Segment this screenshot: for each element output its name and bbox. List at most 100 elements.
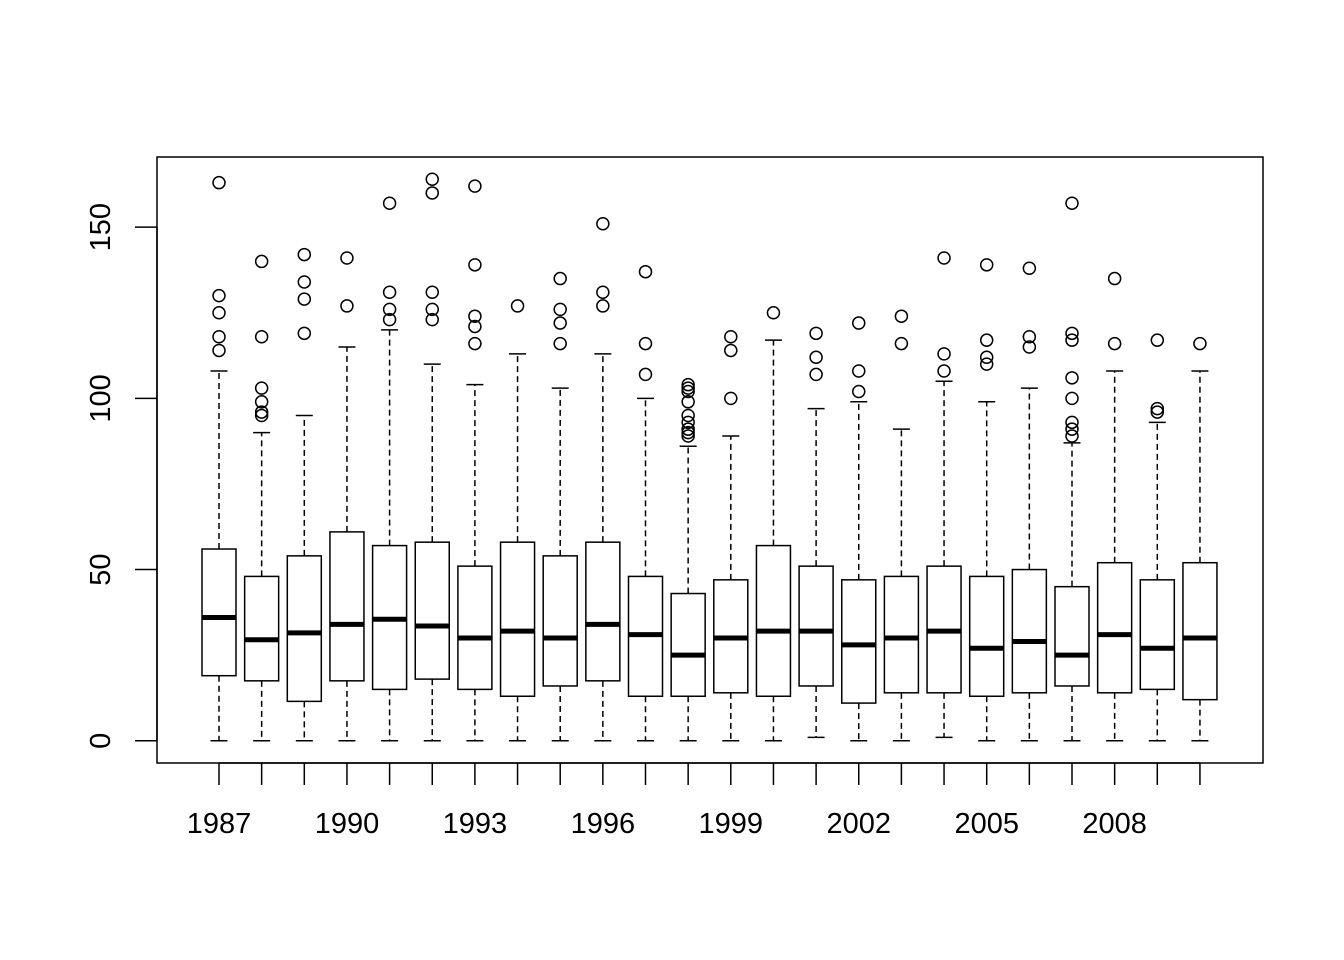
outlier-point xyxy=(1022,261,1037,276)
outlier-point xyxy=(681,395,695,409)
box-2008 xyxy=(1096,271,1133,742)
outlier-point xyxy=(1022,329,1037,344)
box-1997 xyxy=(627,264,664,742)
box-2006 xyxy=(1011,261,1048,742)
outlier-point xyxy=(852,384,866,399)
outlier-point xyxy=(1065,415,1079,430)
outlier-point xyxy=(212,306,226,320)
iqr-box xyxy=(1182,561,1218,701)
iqr-box xyxy=(883,575,920,694)
outlier-point xyxy=(297,326,312,341)
outlier-point xyxy=(979,333,994,347)
outlier-point xyxy=(681,422,695,436)
box-2007 xyxy=(1054,196,1090,742)
outlier-point xyxy=(468,309,482,323)
outlier-point xyxy=(979,350,994,365)
outlier-point xyxy=(212,288,226,303)
outlier-point xyxy=(254,405,269,419)
iqr-box xyxy=(201,548,237,677)
y-tick-label: 50 xyxy=(85,553,117,585)
iqr-box xyxy=(670,592,706,697)
box-1992 xyxy=(414,172,450,742)
outlier-point xyxy=(553,316,567,330)
outlier-point xyxy=(382,312,397,327)
outlier-point xyxy=(596,299,610,313)
outlier-point xyxy=(468,179,482,193)
box-series xyxy=(201,172,1218,742)
outlier-point xyxy=(1150,401,1165,416)
box-2004 xyxy=(926,251,962,739)
outlier-point xyxy=(340,299,354,313)
outlier-point xyxy=(681,381,695,395)
outlier-point xyxy=(1065,371,1079,385)
iqr-box xyxy=(1054,585,1090,687)
outlier-point xyxy=(1065,422,1079,436)
outlier-point xyxy=(1065,391,1079,406)
iqr-box xyxy=(755,544,792,697)
outlier-point xyxy=(724,391,738,406)
x-tick-label: 1993 xyxy=(443,808,508,840)
box-1996 xyxy=(585,217,621,742)
outlier-point xyxy=(979,258,994,272)
outlier-point xyxy=(596,217,610,231)
outlier-point xyxy=(468,258,482,272)
outlier-point xyxy=(852,364,866,378)
outlier-point xyxy=(382,302,397,317)
outlier-point xyxy=(510,299,525,313)
outlier-point xyxy=(1193,336,1207,351)
outlier-point xyxy=(425,302,439,317)
outlier-point xyxy=(1150,405,1165,419)
iqr-box xyxy=(1011,568,1048,694)
box-1988 xyxy=(243,254,280,742)
box-2003 xyxy=(883,309,920,742)
outlier-point xyxy=(638,336,653,351)
outlier-point xyxy=(297,292,312,306)
iqr-box xyxy=(798,565,834,687)
box-1993 xyxy=(457,179,493,742)
outlier-point xyxy=(425,312,439,327)
outlier-point xyxy=(681,377,695,392)
outlier-point xyxy=(425,285,439,299)
iqr-box xyxy=(1139,579,1176,691)
x-tick-label: 1996 xyxy=(571,808,636,840)
outlier-point xyxy=(297,247,312,262)
outlier-point xyxy=(468,319,482,334)
iqr-box xyxy=(1096,561,1133,694)
box-2001 xyxy=(798,326,834,739)
iqr-box xyxy=(329,531,365,682)
outlier-point xyxy=(681,425,695,440)
iqr-box xyxy=(286,555,323,703)
outlier-point xyxy=(1022,340,1037,354)
x-tick-label: 2008 xyxy=(1082,808,1147,840)
outlier-point xyxy=(382,285,397,299)
outlier-point xyxy=(638,367,653,382)
box-2002 xyxy=(841,316,877,742)
outlier-point xyxy=(212,329,226,344)
outlier-point xyxy=(681,408,695,423)
outlier-point xyxy=(766,306,781,320)
outlier-point xyxy=(254,329,269,344)
iqr-box xyxy=(585,541,621,682)
outlier-point xyxy=(254,408,269,423)
outlier-point xyxy=(254,254,269,269)
outlier-point xyxy=(894,336,909,351)
outlier-point xyxy=(937,347,951,361)
box-1995 xyxy=(542,271,578,742)
outlier-point xyxy=(1107,271,1122,286)
box-1999 xyxy=(713,329,749,742)
outlier-point xyxy=(425,172,439,187)
outlier-point xyxy=(894,309,909,323)
outlier-point xyxy=(254,395,269,409)
iqr-box xyxy=(841,579,877,704)
y-tick-label: 0 xyxy=(85,733,117,749)
outlier-point xyxy=(596,285,610,299)
outlier-point xyxy=(297,275,312,289)
x-tick-label: 1999 xyxy=(699,808,764,840)
x-tick-label: 2002 xyxy=(826,808,891,840)
iqr-box xyxy=(414,541,450,680)
y-tick-label: 100 xyxy=(85,374,117,422)
iqr-box xyxy=(542,555,578,687)
outlier-point xyxy=(809,367,823,382)
iqr-box xyxy=(243,575,280,682)
box-1991 xyxy=(371,196,408,742)
